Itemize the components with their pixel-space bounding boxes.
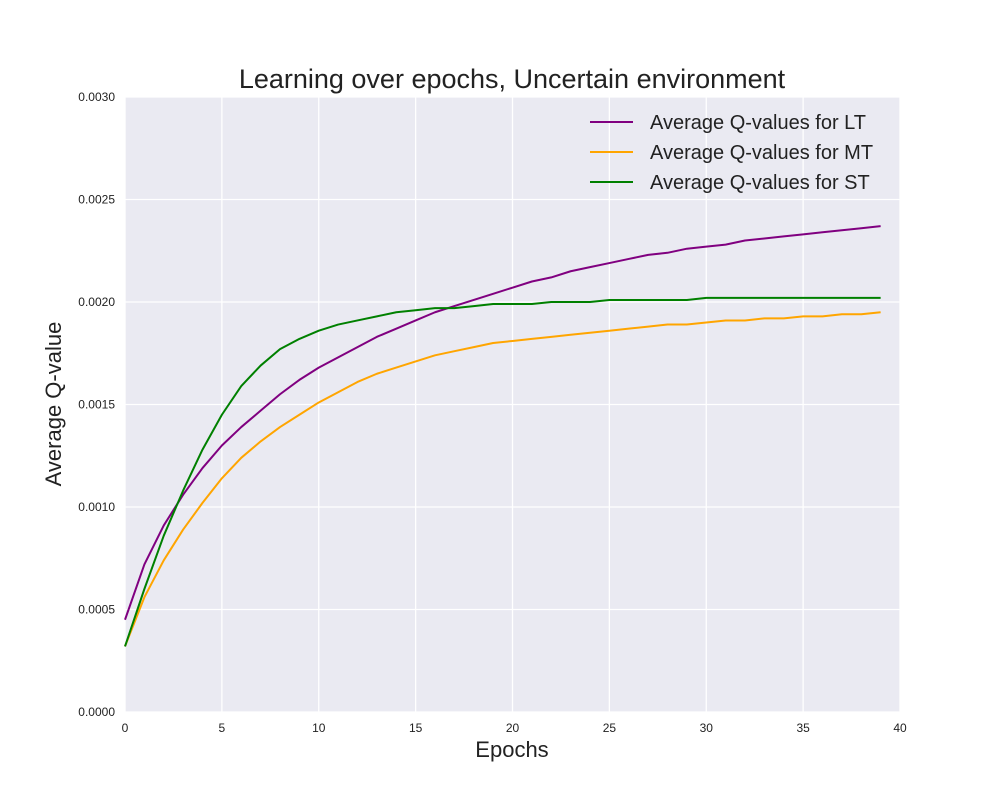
legend-label-mt: Average Q-values for MT (650, 142, 873, 164)
x-tick-label: 15 (409, 721, 423, 735)
x-tick-label: 20 (506, 721, 520, 735)
y-tick-label: 0.0005 (78, 603, 115, 617)
x-tick-label: 10 (312, 721, 326, 735)
series-layer (124, 225, 881, 647)
y-tick-label: 0.0010 (78, 500, 115, 514)
x-tick-label: 5 (219, 721, 226, 735)
legend-label-st: Average Q-values for ST (650, 172, 870, 194)
y-tick-label: 0.0020 (78, 295, 115, 309)
x-tick-label: 0 (122, 721, 129, 735)
y-tick-label: 0.0000 (78, 705, 115, 719)
grid (124, 96, 901, 713)
y-tick-label: 0.0025 (78, 193, 115, 207)
x-tick-label: 30 (700, 721, 714, 735)
chart-title: Learning over epochs, Uncertain environm… (239, 64, 786, 94)
y-axis-title: Average Q-value (41, 322, 66, 487)
series-line-lt (124, 225, 881, 621)
x-tick-label: 35 (796, 721, 810, 735)
y-tick-label: 0.0030 (78, 90, 115, 104)
x-axis-title: Epochs (475, 737, 548, 762)
tick-labels: 0 5 10 15 20 25 30 35 40 0.0000 0.0005 0.0010 0.0015… (78, 90, 907, 735)
series-line-st (124, 296, 881, 647)
x-tick-label: 25 (603, 721, 617, 735)
x-tick-label: 40 (893, 721, 907, 735)
y-tick-label: 0.0015 (78, 398, 115, 412)
legend: Average Q-values for LT Average Q-values… (590, 112, 873, 194)
legend-label-lt: Average Q-values for LT (650, 112, 866, 134)
series-line-mt (124, 311, 881, 647)
